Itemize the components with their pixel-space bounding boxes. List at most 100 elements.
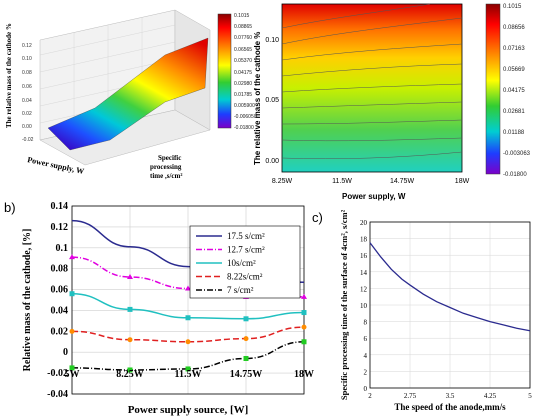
contour-ylabel: The relative mass of the cathode % xyxy=(253,32,262,165)
surface3d-colorbar-tick: 0.06565 xyxy=(234,47,252,53)
contour-line xyxy=(281,63,463,77)
legend-label: 12.7 s/cm² xyxy=(227,245,265,255)
contour-lines xyxy=(281,3,463,159)
contour-colorbar-tick: 0.1015 xyxy=(503,4,522,10)
chart-c-y-tick: 0 xyxy=(364,385,368,393)
chart-b-x-tick: 11.5W xyxy=(175,369,202,380)
surface3d-colorbar-tick: -0.006050 xyxy=(234,114,257,120)
chart-b-point xyxy=(243,336,249,342)
chart-c-x-tick: 3.5 xyxy=(446,392,455,400)
surface3d-colorbar-tick: 0.04175 xyxy=(234,70,252,76)
chart-b-x-tick: 14.75W xyxy=(230,369,263,380)
contour-line xyxy=(281,43,463,61)
chart-c-y-tick: 8 xyxy=(364,319,368,327)
chart-c-y-tick: 18 xyxy=(360,236,368,244)
chart-b-frame xyxy=(71,205,305,395)
chart-b-ylabel: Relative mass of the cathode, [%] xyxy=(22,229,33,372)
chart-c-y-tick: 6 xyxy=(364,335,368,343)
contour-colorbar-ramp xyxy=(485,3,501,175)
chart-c-y-tick: 10 xyxy=(360,302,368,310)
surface3d-colorbar-tick: 0.1015 xyxy=(234,13,250,19)
contour-field xyxy=(281,3,463,173)
surface3d-z-tick: 0.08 xyxy=(22,70,32,76)
surface3d-z-tick: 0.10 xyxy=(22,56,32,62)
chart-c-series-line xyxy=(369,242,531,332)
chart-c-xlabel: The speed of the anode,mm/s xyxy=(394,402,506,412)
contour-line xyxy=(281,137,463,142)
chart-b-x-tick: 18W xyxy=(294,369,314,380)
chart-b-x-tick: 8.25W xyxy=(116,369,144,380)
chart-b-y-tick: 0.08 xyxy=(51,264,69,275)
contour-colorbar-tick: 0.01188 xyxy=(503,130,525,136)
chart-c-ylabel: Specific processing time of the surface … xyxy=(339,209,349,400)
panel-c-label: c) xyxy=(312,210,323,225)
chart-b-xlabel: Power supply source, [W] xyxy=(128,404,249,416)
chart-b-y-tick: -0.04 xyxy=(47,389,68,400)
chart-c-x-tick: 2 xyxy=(368,392,372,400)
surface3d-mesh xyxy=(47,37,209,151)
contour-y-tick: 0.05 xyxy=(265,97,279,104)
legend-box xyxy=(189,225,301,299)
surface3d-colorbar-tick: 0.08865 xyxy=(234,24,252,30)
chart-b-point xyxy=(301,293,307,299)
chart-c-x-tick: 5 xyxy=(528,392,532,400)
chart-c-y-tick: 2 xyxy=(364,368,368,376)
surface3d-colorbar-tick: 0.01785 xyxy=(234,92,252,98)
contour-x-tick: 14.75W xyxy=(390,178,415,185)
chart-b-series-line xyxy=(71,326,305,343)
contour-y-tick: 0.00 xyxy=(265,158,279,165)
contour-y-tick: 0.10 xyxy=(265,37,279,44)
chart-c-x-tick: 2.75 xyxy=(404,392,417,400)
legend-label: 8.22s/cm² xyxy=(227,272,263,282)
contour-colorbar-tick: 0.05669 xyxy=(503,67,525,73)
surface3d-z-tick: -0.02 xyxy=(22,137,34,143)
chart-b-y-tick: -0.02 xyxy=(47,368,68,379)
chart-c-y-tick: 14 xyxy=(360,269,368,277)
contour-line xyxy=(281,101,463,109)
contour-line xyxy=(281,119,463,125)
chart-b-x-ticks: 5W 8.25W 11.5W 14.75W 18W xyxy=(65,369,315,380)
chart-b-y-tick: 0.12 xyxy=(51,222,69,233)
chart-b-y-tick: 0 xyxy=(63,347,68,358)
contour-line xyxy=(281,3,431,29)
chart-b-point xyxy=(127,337,133,343)
contour-xlabel: Power supply, W xyxy=(342,192,406,201)
contour-line xyxy=(281,17,463,45)
chart-b-y-tick: 0.04 xyxy=(51,305,69,316)
chart-b: 0.14 0.12 0.1 0.08 0.06 0.04 0.02 0 -0.02 -0.04 5… xyxy=(22,201,314,416)
surface3d-y-label-1: Specific xyxy=(158,154,181,162)
contour-colorbar: 0.1015 0.08656 0.07163 0.05669 0.04175 0… xyxy=(485,3,531,178)
surface3d-y-label-3: time ,s/cm² xyxy=(150,172,182,180)
chart-b-point xyxy=(69,365,75,371)
surface3d-colorbar-tick: 0.02980 xyxy=(234,81,252,87)
chart-b-y-tick: 0.14 xyxy=(51,201,69,212)
legend-label: 7 s/cm² xyxy=(227,285,254,295)
contour-colorbar-tick: -0.01800 xyxy=(503,172,527,178)
surface3d-z-tick: 0.12 xyxy=(22,43,32,49)
chart-b-point xyxy=(185,339,191,345)
contour-x-tick: 8.25W xyxy=(272,178,293,185)
surface3d-colorbar-tick: 0.07760 xyxy=(234,35,252,41)
surface3d-y-label-2: processing xyxy=(150,163,182,171)
chart-b-point xyxy=(185,366,191,372)
chart-b-point xyxy=(185,315,191,321)
surface3d-z-tick: 0.02 xyxy=(22,111,32,117)
chart-b-y-ticks: 0.14 0.12 0.1 0.08 0.06 0.04 0.02 0 -0.02 -0.04 xyxy=(47,201,68,400)
surface3d-colorbar-tick: -0.01800 xyxy=(234,125,254,131)
chart-b-point xyxy=(69,291,75,297)
chart-b-y-tick: 0.06 xyxy=(51,285,69,296)
chart-c-series xyxy=(369,242,531,332)
chart-b-point xyxy=(127,306,133,312)
chart-c-x-ticks: 2 2.75 3.5 4.25 5 xyxy=(368,392,532,400)
chart-c-ylabel-line: Specific processing time of the surface … xyxy=(339,209,349,400)
surface3d-z-tick: 0.00 xyxy=(22,124,32,130)
contour-line xyxy=(281,151,463,159)
legend-label: 17.5 s/cm² xyxy=(227,231,265,241)
chart-b-point xyxy=(69,328,75,334)
contour-x-tick: 11.5W xyxy=(332,178,352,185)
chart-b-point xyxy=(127,367,133,373)
